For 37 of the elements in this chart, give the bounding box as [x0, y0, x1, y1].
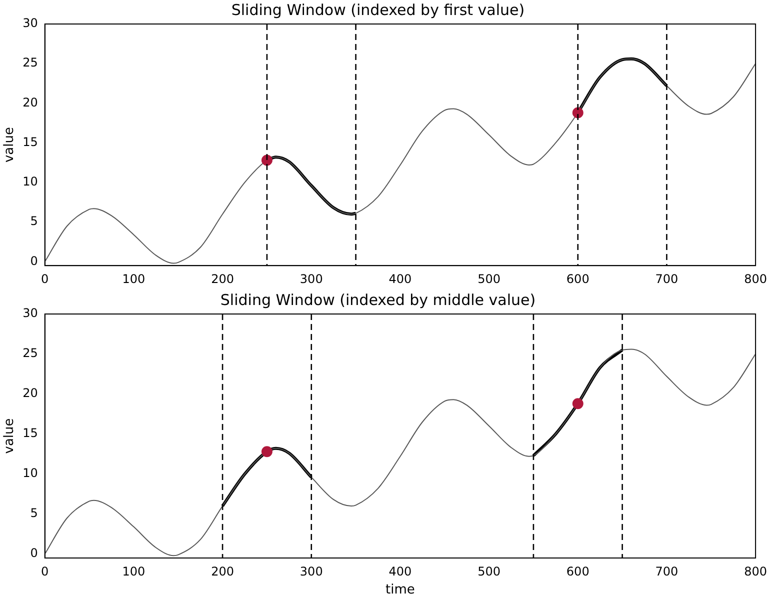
x-tick-label: 600	[566, 272, 590, 286]
y-tick-label: 5	[30, 506, 38, 520]
x-tick-label: 200	[211, 564, 234, 578]
y-axis-title: value	[2, 418, 18, 454]
y-tick-label: 10	[22, 174, 38, 189]
y-tick-label: 30	[22, 306, 38, 320]
x-tick-label: 0	[41, 564, 49, 578]
chart-title: Sliding Window (indexed by middle value)	[220, 290, 536, 309]
y-tick-label: 5	[30, 214, 38, 228]
x-tick-label: 300	[300, 272, 323, 286]
y-tick-label: 0	[30, 254, 38, 268]
y-tick-label: 0	[30, 546, 38, 560]
x-tick-label: 600	[566, 564, 590, 578]
x-tick-label: 0	[41, 272, 49, 286]
y-tick-label: 25	[22, 346, 38, 360]
y-tick-label: 30	[22, 16, 38, 30]
y-axis-title: value	[2, 127, 18, 163]
x-tick-label: 800	[744, 272, 767, 286]
y-tick-label: 20	[22, 386, 38, 400]
x-tick-label: 500	[478, 272, 500, 286]
x-tick-label: 800	[744, 564, 767, 578]
y-tick-label: 15	[22, 426, 38, 440]
y-tick-label: 25	[22, 56, 38, 70]
y-tick-label: 15	[22, 134, 38, 149]
x-tick-label: 700	[655, 564, 678, 578]
x-tick-label: 400	[388, 564, 412, 578]
chart-title: Sliding Window (indexed by first value)	[231, 0, 525, 19]
x-tick-label: 300	[300, 564, 323, 578]
x-tick-label: 400	[388, 272, 412, 286]
x-tick-label: 100	[122, 272, 146, 286]
x-tick-label: 700	[655, 272, 678, 286]
x-tick-label: 500	[478, 564, 500, 578]
y-tick-label: 10	[22, 466, 38, 480]
x-tick-label: 100	[122, 564, 146, 578]
x-axis-title: time	[386, 582, 415, 598]
y-tick-label: 20	[22, 95, 38, 110]
x-tick-label: 200	[211, 272, 234, 286]
